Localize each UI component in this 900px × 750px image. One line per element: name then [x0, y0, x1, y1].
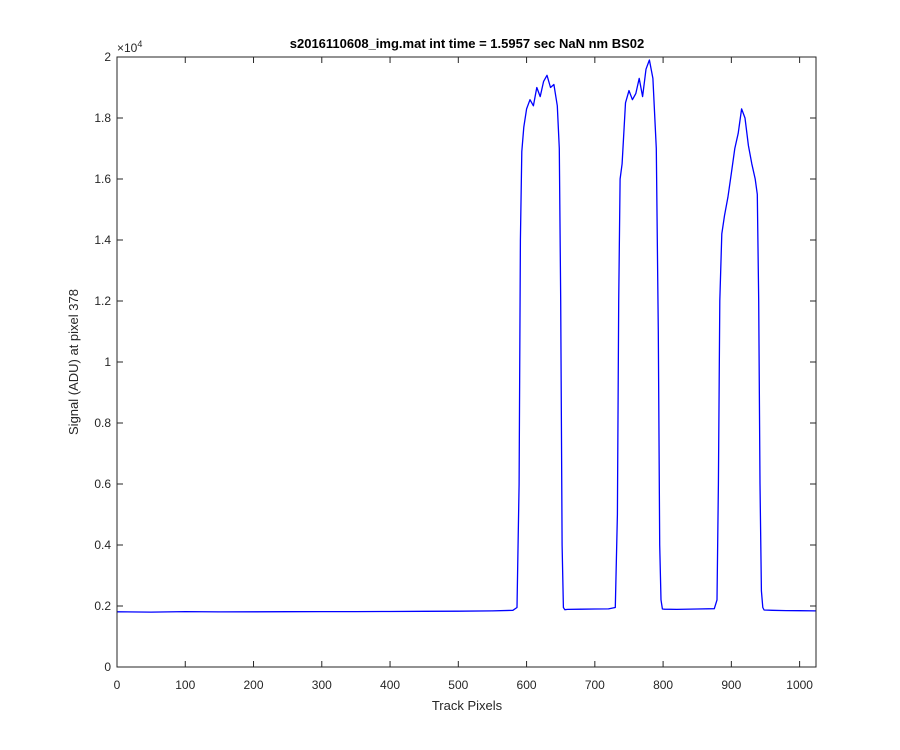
x-tick-label: 400	[380, 678, 400, 692]
y-tick-label: 0.4	[94, 538, 111, 552]
y-tick-label: 1.4	[94, 233, 111, 247]
y-tick-label: 0	[104, 660, 111, 674]
x-axis-label: Track Pixels	[432, 698, 503, 713]
y-tick-label: 1.6	[94, 172, 111, 186]
x-tick-label: 600	[517, 678, 537, 692]
y-axis-label: Signal (ADU) at pixel 378	[66, 289, 81, 435]
y-tick-label: 1.2	[94, 294, 111, 308]
y-tick-label: 2	[104, 50, 111, 64]
y-axis-ticks: 0 0.2 0.4 0.6 0.8 1 1.2 1.4 1.6 1.8 2	[94, 50, 816, 674]
y-tick-label: 1	[104, 355, 111, 369]
y-axis-exponent-power: 4	[137, 39, 142, 49]
y-tick-label: 1.8	[94, 111, 111, 125]
chart-title: s2016110608_img.mat int time = 1.5957 se…	[290, 36, 644, 51]
x-tick-label: 100	[175, 678, 195, 692]
y-tick-label: 0.6	[94, 477, 111, 491]
y-tick-label: 0.2	[94, 599, 111, 613]
signal-line	[116, 59, 817, 613]
x-tick-label: 900	[721, 678, 741, 692]
x-tick-label: 1000	[786, 678, 813, 692]
x-tick-label: 700	[585, 678, 605, 692]
x-tick-label: 200	[244, 678, 264, 692]
x-tick-label: 800	[653, 678, 673, 692]
x-tick-label: 500	[448, 678, 468, 692]
x-axis-ticks: 0 100 200 300 400 500 600 700 800 900 1000	[114, 57, 813, 692]
x-tick-label: 300	[312, 678, 332, 692]
y-tick-label: 0.8	[94, 416, 111, 430]
y-axis-exponent-base: ×10	[117, 41, 138, 55]
x-tick-label: 0	[114, 678, 121, 692]
y-axis-exponent: ×104	[117, 39, 142, 55]
axes-box	[116, 56, 817, 668]
plot-area	[117, 57, 816, 667]
